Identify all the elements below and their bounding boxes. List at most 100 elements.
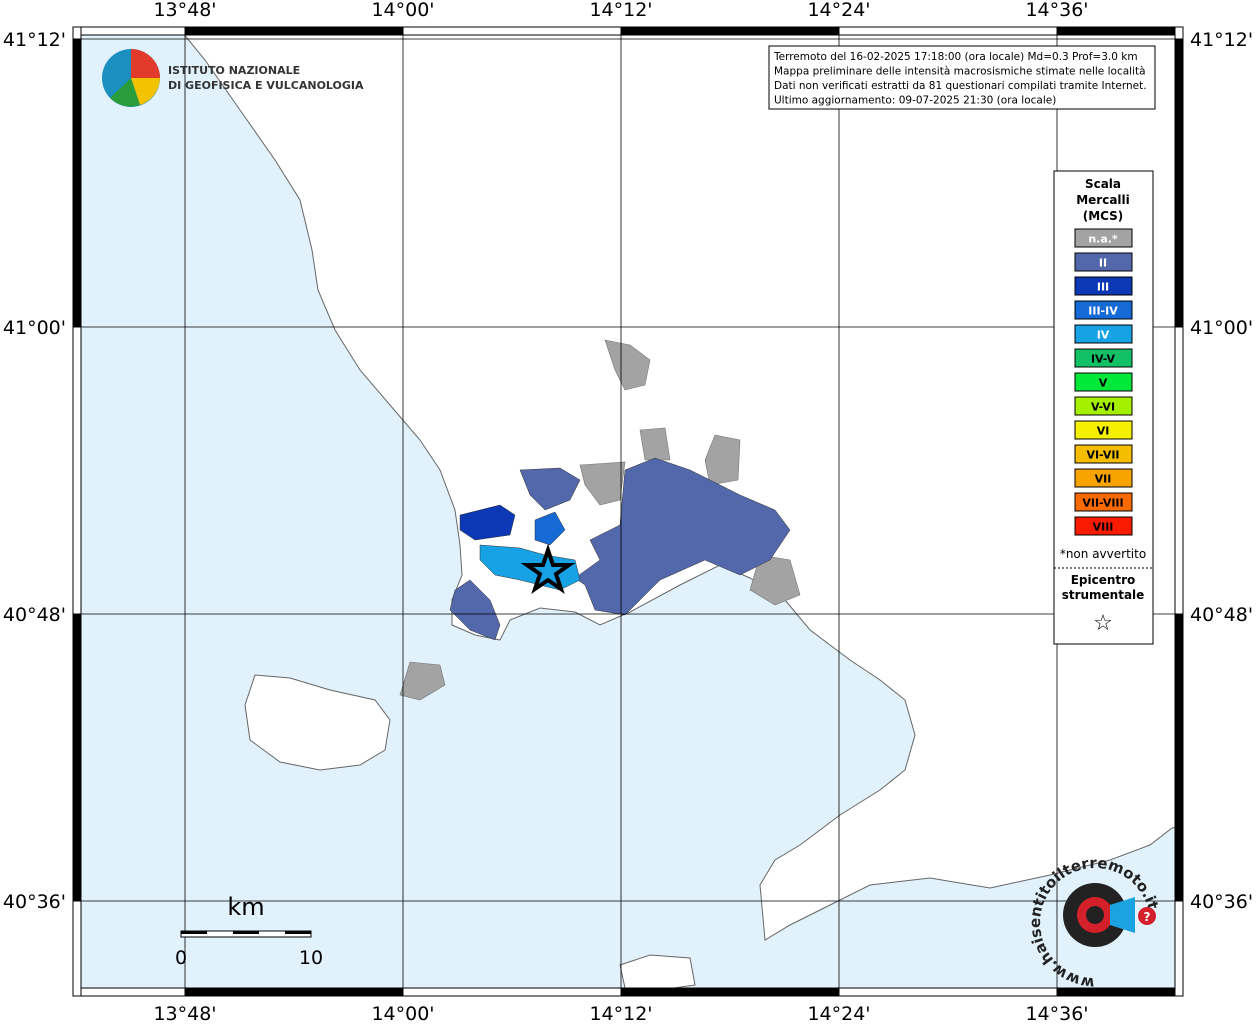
legend-swatch xyxy=(1074,276,1133,296)
lon-label: 14°00' xyxy=(371,1003,434,1024)
legend-label: IV xyxy=(1097,329,1110,342)
scale-seg xyxy=(285,931,311,934)
scale-unit: km xyxy=(227,893,264,921)
frame-bar xyxy=(1056,26,1184,36)
scale-seg xyxy=(181,931,207,934)
frame-bar xyxy=(72,987,186,997)
frame-bar xyxy=(1174,38,1184,328)
legend-swatch xyxy=(1074,468,1133,488)
ingv-logo: ISTITUTO NAZIONALE DI GEOFISICA E VULCAN… xyxy=(102,49,364,107)
frame-bar xyxy=(1174,26,1184,40)
lon-label: 13°48' xyxy=(153,1003,216,1024)
lat-label: 41°00' xyxy=(3,317,66,339)
frame-bar xyxy=(1174,613,1184,902)
info-line: Mappa preliminare delle intensità macros… xyxy=(774,66,1146,78)
legend-swatch xyxy=(1074,492,1133,512)
intensity-iii xyxy=(459,504,516,541)
legend-note: *non avvertito xyxy=(1060,547,1146,561)
legend-swatch xyxy=(1074,300,1133,320)
frame-bar xyxy=(184,26,404,36)
logo-segment xyxy=(131,49,160,78)
frame-bar xyxy=(72,613,82,902)
frame-bar xyxy=(72,38,82,328)
scale-seg xyxy=(233,931,259,934)
lat-label: 41°12' xyxy=(1190,29,1253,51)
hsit-beam xyxy=(1110,897,1135,933)
scale-label: 0 xyxy=(175,947,187,969)
lon-label: 13°48' xyxy=(153,0,216,21)
lat-label: 40°48' xyxy=(3,604,66,626)
frame-bar xyxy=(620,26,840,36)
legend-symbol: ☆ xyxy=(1093,611,1113,636)
info-line: Terremoto del 16-02-2025 17:18:00 (ora l… xyxy=(773,51,1138,63)
legend-swatch xyxy=(1074,396,1133,416)
lon-label: 14°12' xyxy=(589,1003,652,1024)
legend-label: n.a.* xyxy=(1088,233,1118,246)
legend-swatch xyxy=(1074,324,1133,344)
legend-label: III xyxy=(1097,281,1109,294)
lat-label: 40°36' xyxy=(1190,891,1253,913)
legend-swatch xyxy=(1074,516,1133,536)
legend-swatch xyxy=(1074,252,1133,272)
legend-swatch xyxy=(1074,372,1133,392)
epicenter xyxy=(520,543,576,595)
info-box xyxy=(768,45,1156,110)
legend-swatch xyxy=(1074,420,1133,440)
intensity-ii xyxy=(449,457,791,641)
frame-bar xyxy=(838,987,1058,997)
info-line: Ultimo aggiornamento: 09-07-2025 21:30 (… xyxy=(774,95,1056,107)
lon-label: 14°00' xyxy=(371,0,434,21)
legend-label: VII-VIII xyxy=(1082,497,1123,510)
scale-label: 10 xyxy=(299,947,323,969)
intensity-iii-iv xyxy=(534,511,566,546)
lon-label: 14°12' xyxy=(589,0,652,21)
scale-bar: km 0 10 xyxy=(175,893,323,969)
frame-bar xyxy=(72,26,186,36)
legend-label: II xyxy=(1099,257,1107,270)
legend-label: VII xyxy=(1095,473,1112,486)
legend: ScalaMercalli(MCS)n.a.*IIIIIIII-IVIVIV-V… xyxy=(1054,177,1153,636)
legend-label: III-IV xyxy=(1088,305,1118,318)
lat-label: 40°48' xyxy=(1190,604,1253,626)
frame-bar xyxy=(620,987,840,997)
lat-label: 41°12' xyxy=(3,29,66,51)
lat-label: 40°36' xyxy=(3,891,66,913)
logo-line: ISTITUTO NAZIONALE xyxy=(168,64,300,77)
frame-bar xyxy=(72,900,82,997)
info-text: Terremoto del 16-02-2025 17:18:00 (ora l… xyxy=(773,51,1147,107)
frame: 13°48' 13°48' 14°00' 14°00' 14°12' 14°12' 14°2… xyxy=(3,0,1253,1025)
legend-title: Mercalli xyxy=(1076,193,1130,207)
legend-label: VI-VII xyxy=(1086,449,1119,462)
legend-swatch xyxy=(1074,348,1133,368)
frame-bar xyxy=(184,987,404,997)
logo-line: DI GEOFISICA E VULCANOLOGIA xyxy=(168,79,364,92)
na-areas xyxy=(399,339,801,701)
legend-swatch xyxy=(1074,444,1133,464)
ischia xyxy=(244,674,391,771)
legend-label: IV-V xyxy=(1091,353,1116,366)
legend-epicenter: strumentale xyxy=(1062,588,1145,602)
frame-bar xyxy=(838,26,1058,36)
lon-label: 14°24' xyxy=(807,0,870,21)
lon-label: 14°24' xyxy=(807,1003,870,1024)
legend-epicenter: Epicentro xyxy=(1071,573,1136,587)
hsit-circle xyxy=(1086,906,1104,924)
frame-bar xyxy=(1174,326,1184,615)
hsit-mark: ? xyxy=(1144,910,1151,924)
legend-title: (MCS) xyxy=(1083,209,1124,223)
frame-bar xyxy=(1174,900,1184,997)
logo-segment xyxy=(131,78,160,105)
lon-label: 14°36' xyxy=(1025,1003,1088,1024)
info-line: Dati non verificati estratti da 81 quest… xyxy=(774,80,1147,92)
lon-label: 14°36' xyxy=(1025,0,1088,21)
frame-bar xyxy=(402,987,622,997)
frame-bar xyxy=(402,26,622,36)
legend-label: V xyxy=(1099,377,1108,390)
legend-title: Scala xyxy=(1085,177,1121,191)
legend-swatch xyxy=(1074,228,1133,248)
legend-label: VI xyxy=(1097,425,1110,438)
frame-bar xyxy=(72,26,82,40)
frame-bar xyxy=(72,326,82,615)
hsit-dot xyxy=(1138,907,1156,925)
